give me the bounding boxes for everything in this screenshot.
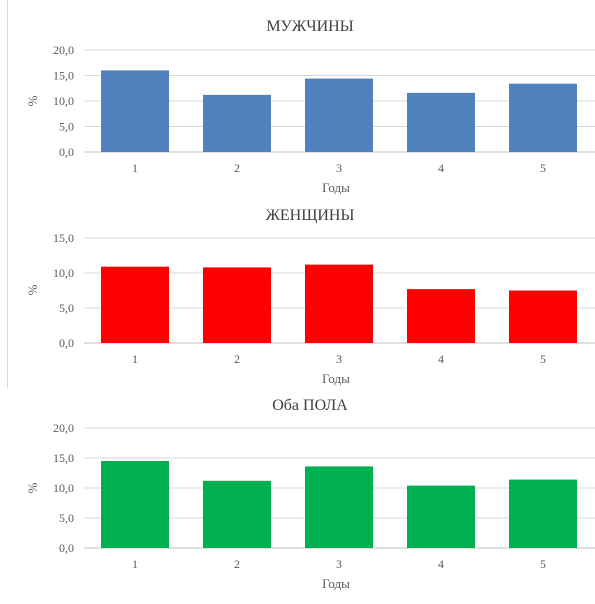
- chart-3-y-tick-label: 5,0: [59, 511, 74, 525]
- chart-1-y-tick-label: 10,0: [53, 94, 74, 108]
- chart-3-bar: [305, 466, 373, 548]
- chart-1-x-tick-label: 2: [234, 161, 240, 175]
- chart-2-y-tick-label: 5,0: [59, 301, 74, 315]
- chart-1-y-tick-label: 20,0: [53, 43, 74, 57]
- chart-1-y-axis-label: %: [25, 95, 40, 106]
- chart-1-bar: [305, 78, 373, 152]
- chart-1-bar: [509, 83, 577, 152]
- chart-2-bar: [509, 290, 577, 343]
- chart-2-x-tick-label: 3: [336, 352, 342, 366]
- chart-1-y-tick-label: 15,0: [53, 69, 74, 83]
- chart-1-bar: [203, 94, 271, 152]
- chart-1-y-tick-label: 0,0: [59, 145, 74, 159]
- chart-2-x-tick-label: 1: [132, 352, 138, 366]
- chart-3-x-axis-label: Годы: [322, 576, 350, 591]
- chart-2-x-axis-label: Годы: [322, 371, 350, 386]
- chart-1-x-tick-label: 4: [438, 161, 444, 175]
- chart-3-y-tick-label: 10,0: [53, 481, 74, 495]
- chart-2-bar: [305, 264, 373, 343]
- chart-1-x-tick-label: 3: [336, 161, 342, 175]
- chart-2-bar: [101, 266, 169, 343]
- chart-2-x-tick-label: 4: [438, 352, 444, 366]
- chart-2-title: ЖЕНЩИНЫ: [266, 207, 355, 224]
- chart-1-x-tick-label: 5: [540, 161, 546, 175]
- chart-1-bar: [407, 92, 475, 152]
- chart-3-y-tick-label: 20,0: [53, 421, 74, 435]
- chart-2-x-tick-label: 2: [234, 352, 240, 366]
- chart-3-x-tick-label: 2: [234, 557, 240, 571]
- chart-3-bar: [509, 479, 577, 548]
- chart-3-title: Оба ПОЛА: [272, 397, 348, 414]
- chart-2-x-tick-label: 5: [540, 352, 546, 366]
- chart-3-bar: [203, 480, 271, 548]
- chart-frame-edge: [7, 0, 8, 388]
- chart-2-y-tick-label: 15,0: [53, 231, 74, 245]
- chart-1-x-tick-label: 1: [132, 161, 138, 175]
- chart-1-x-axis-label: Годы: [322, 180, 350, 195]
- chart-3-y-tick-label: 0,0: [59, 541, 74, 555]
- chart-3-x-tick-label: 1: [132, 557, 138, 571]
- chart-3-y-axis-label: %: [25, 482, 40, 493]
- chart-2-y-tick-label: 10,0: [53, 266, 74, 280]
- chart-3-bar: [101, 461, 169, 548]
- chart-2-y-tick-label: 0,0: [59, 336, 74, 350]
- chart-3-x-tick-label: 3: [336, 557, 342, 571]
- chart-3-y-tick-label: 15,0: [53, 451, 74, 465]
- chart-1-y-tick-label: 5,0: [59, 120, 74, 134]
- chart-1-bar: [101, 70, 169, 152]
- chart-3-x-tick-label: 4: [438, 557, 444, 571]
- chart-3-bar: [407, 485, 475, 548]
- chart-2-y-axis-label: %: [25, 284, 40, 295]
- chart-2-bar: [407, 289, 475, 343]
- chart-1-title: МУЖЧИНЫ: [266, 18, 353, 35]
- chart-2-bar: [203, 267, 271, 343]
- chart-3-x-tick-label: 5: [540, 557, 546, 571]
